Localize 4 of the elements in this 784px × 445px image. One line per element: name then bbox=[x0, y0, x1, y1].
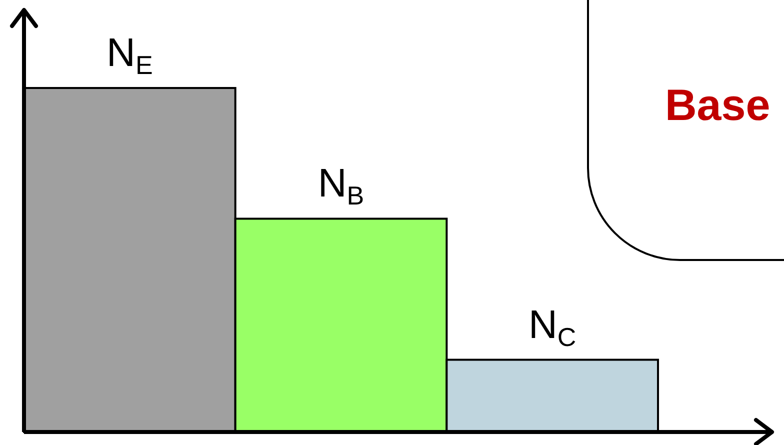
x-tick-label: N$_{B}$ bbox=[318, 162, 364, 211]
x-tick-label: N$_{C}$ bbox=[528, 302, 576, 352]
annotation: Base bbox=[665, 81, 770, 130]
x-tick-label: N$_{E}$ bbox=[106, 31, 153, 80]
